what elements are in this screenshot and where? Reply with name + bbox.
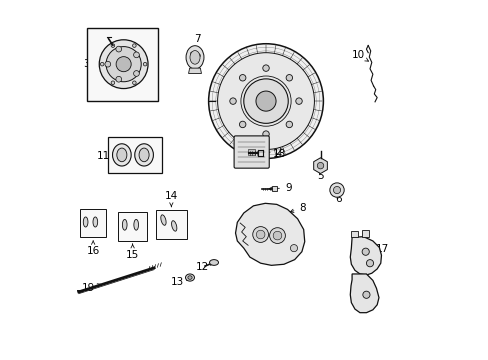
Bar [80,210,106,237]
Circle shape [190,52,194,55]
Circle shape [329,183,344,197]
Polygon shape [188,68,201,73]
Circle shape [366,260,373,267]
Text: 14: 14 [164,191,178,207]
Polygon shape [349,274,378,313]
Circle shape [285,75,292,81]
Ellipse shape [83,217,88,227]
Text: 1: 1 [283,97,302,107]
Circle shape [106,46,141,82]
Text: 18: 18 [257,149,285,159]
Ellipse shape [93,217,98,227]
FancyBboxPatch shape [234,136,269,168]
Circle shape [196,54,200,57]
Ellipse shape [171,221,177,231]
Ellipse shape [135,144,153,166]
Circle shape [116,57,131,72]
Bar [362,230,368,237]
Ellipse shape [134,219,138,230]
Circle shape [333,186,340,194]
Text: 13: 13 [170,277,189,287]
Circle shape [193,60,196,63]
Text: 2: 2 [259,147,282,157]
Circle shape [217,53,314,149]
Polygon shape [235,203,304,265]
Ellipse shape [161,215,166,225]
Ellipse shape [190,50,200,64]
Bar [155,210,187,239]
Ellipse shape [185,274,194,281]
Circle shape [362,248,368,255]
Bar [118,212,147,241]
Ellipse shape [187,276,192,279]
Circle shape [133,71,139,76]
Bar [86,28,158,101]
Circle shape [229,98,236,104]
Circle shape [262,131,269,137]
Bar [108,137,162,173]
Circle shape [111,44,115,48]
Circle shape [116,76,122,82]
Text: 5: 5 [317,168,323,181]
Polygon shape [349,237,381,275]
Ellipse shape [185,46,203,69]
Text: 15: 15 [126,244,139,260]
Circle shape [262,65,269,71]
Text: 3: 3 [82,59,97,69]
Text: 10: 10 [351,50,368,61]
Circle shape [256,230,264,239]
Ellipse shape [209,260,218,265]
Circle shape [111,81,115,85]
Circle shape [273,231,281,240]
Text: 16: 16 [86,240,100,256]
Text: 7: 7 [193,35,200,52]
Circle shape [100,62,104,66]
Text: 19: 19 [81,283,101,293]
Circle shape [239,75,245,81]
Text: 12: 12 [195,262,213,272]
Ellipse shape [139,148,149,162]
Circle shape [255,91,276,111]
Circle shape [285,121,292,128]
Circle shape [241,76,290,126]
Circle shape [143,62,146,66]
Circle shape [362,291,369,298]
Ellipse shape [122,219,127,230]
Circle shape [239,121,245,128]
Ellipse shape [117,148,126,162]
Circle shape [208,44,323,158]
Circle shape [290,244,297,252]
Bar [271,186,276,192]
Text: 17: 17 [376,244,389,254]
Circle shape [252,226,268,242]
Text: 9: 9 [268,183,291,193]
Circle shape [269,228,285,243]
Ellipse shape [112,144,131,166]
Circle shape [295,98,302,104]
Text: 11: 11 [97,150,114,161]
Bar [351,231,357,237]
Bar [247,149,255,155]
Circle shape [99,40,148,89]
Circle shape [105,61,110,67]
Circle shape [244,79,287,123]
Circle shape [116,46,122,52]
Text: 8: 8 [290,203,305,213]
Circle shape [132,81,136,85]
Circle shape [133,52,139,58]
Circle shape [132,44,136,48]
Text: 6: 6 [334,191,341,204]
Circle shape [317,162,323,169]
Text: 4: 4 [101,51,111,61]
